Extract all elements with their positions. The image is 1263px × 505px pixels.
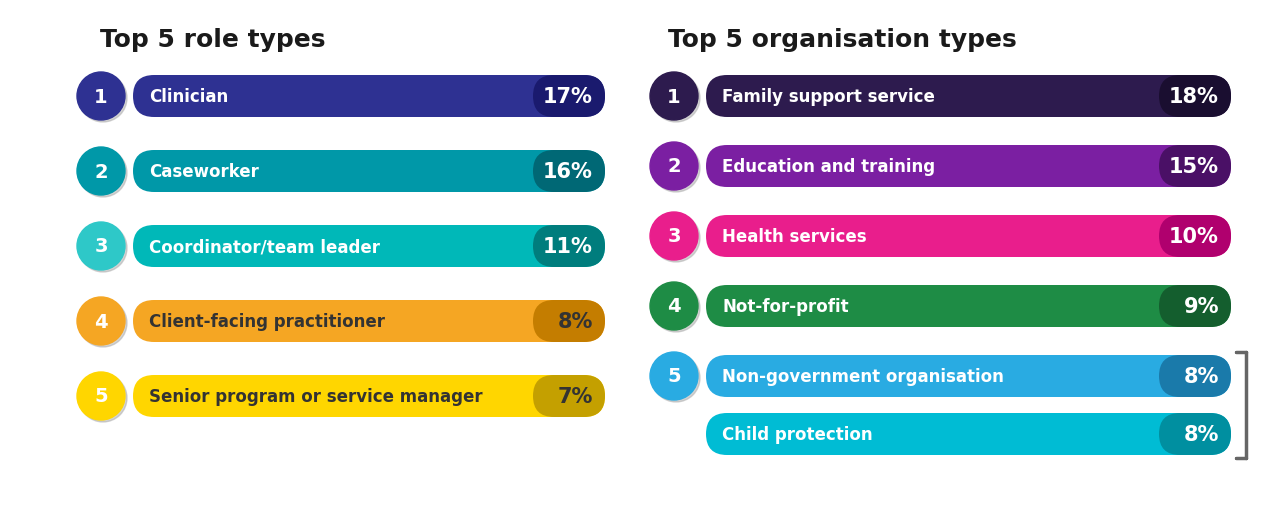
Text: Senior program or service manager: Senior program or service manager	[149, 387, 482, 405]
Circle shape	[77, 223, 125, 271]
Text: Top 5 organisation types: Top 5 organisation types	[668, 28, 1017, 52]
Text: 16%: 16%	[543, 162, 594, 182]
Text: 18%: 18%	[1170, 87, 1219, 107]
FancyBboxPatch shape	[1159, 413, 1231, 455]
Text: 10%: 10%	[1170, 227, 1219, 246]
Text: 2: 2	[95, 162, 107, 181]
FancyBboxPatch shape	[133, 375, 605, 417]
Circle shape	[77, 297, 125, 345]
Circle shape	[80, 149, 128, 197]
Text: 11%: 11%	[543, 236, 594, 257]
Circle shape	[650, 282, 698, 330]
Circle shape	[77, 73, 125, 121]
Text: Health services: Health services	[722, 228, 866, 245]
Text: 3: 3	[95, 237, 107, 256]
Circle shape	[77, 147, 125, 195]
FancyBboxPatch shape	[533, 150, 605, 192]
Circle shape	[80, 299, 128, 347]
Circle shape	[650, 352, 698, 400]
FancyBboxPatch shape	[706, 356, 1231, 397]
Text: Family support service: Family support service	[722, 88, 935, 106]
Circle shape	[80, 75, 128, 123]
FancyBboxPatch shape	[533, 76, 605, 118]
Text: 5: 5	[95, 387, 107, 406]
Text: 3: 3	[667, 227, 681, 246]
Circle shape	[80, 374, 128, 422]
Circle shape	[650, 73, 698, 121]
FancyBboxPatch shape	[533, 375, 605, 417]
FancyBboxPatch shape	[706, 216, 1231, 258]
Text: Child protection: Child protection	[722, 425, 873, 443]
Text: Top 5 role types: Top 5 role types	[100, 28, 326, 52]
FancyBboxPatch shape	[706, 76, 1231, 118]
Circle shape	[652, 75, 700, 123]
Text: Clinician: Clinician	[149, 88, 229, 106]
Circle shape	[652, 355, 700, 402]
FancyBboxPatch shape	[1159, 76, 1231, 118]
Circle shape	[652, 284, 700, 332]
FancyBboxPatch shape	[706, 285, 1231, 327]
Text: 9%: 9%	[1183, 296, 1219, 316]
Circle shape	[650, 213, 698, 261]
Circle shape	[652, 145, 700, 192]
Text: 1: 1	[667, 87, 681, 106]
FancyBboxPatch shape	[133, 300, 605, 342]
FancyBboxPatch shape	[1159, 356, 1231, 397]
FancyBboxPatch shape	[533, 226, 605, 268]
Text: 17%: 17%	[543, 87, 594, 107]
FancyBboxPatch shape	[533, 300, 605, 342]
Text: 4: 4	[667, 297, 681, 316]
Circle shape	[650, 143, 698, 190]
Text: 8%: 8%	[1183, 424, 1219, 444]
FancyBboxPatch shape	[706, 413, 1231, 455]
Text: 7%: 7%	[558, 386, 594, 406]
Text: 1: 1	[95, 87, 107, 106]
FancyBboxPatch shape	[706, 146, 1231, 188]
FancyBboxPatch shape	[133, 76, 605, 118]
Text: 15%: 15%	[1170, 157, 1219, 177]
Text: Education and training: Education and training	[722, 158, 935, 176]
Text: 5: 5	[667, 367, 681, 386]
Text: Client-facing practitioner: Client-facing practitioner	[149, 313, 385, 330]
Text: Not-for-profit: Not-for-profit	[722, 297, 849, 316]
Circle shape	[77, 372, 125, 420]
Text: 4: 4	[95, 312, 107, 331]
Circle shape	[652, 215, 700, 263]
FancyBboxPatch shape	[1159, 146, 1231, 188]
Text: Non-government organisation: Non-government organisation	[722, 367, 1004, 385]
FancyBboxPatch shape	[133, 226, 605, 268]
FancyBboxPatch shape	[1159, 285, 1231, 327]
Circle shape	[80, 225, 128, 273]
Text: Caseworker: Caseworker	[149, 163, 259, 181]
Text: 2: 2	[667, 157, 681, 176]
Text: Coordinator/team leader: Coordinator/team leader	[149, 237, 380, 256]
Text: 8%: 8%	[558, 312, 594, 331]
Text: 8%: 8%	[1183, 366, 1219, 386]
FancyBboxPatch shape	[133, 150, 605, 192]
FancyBboxPatch shape	[1159, 216, 1231, 258]
